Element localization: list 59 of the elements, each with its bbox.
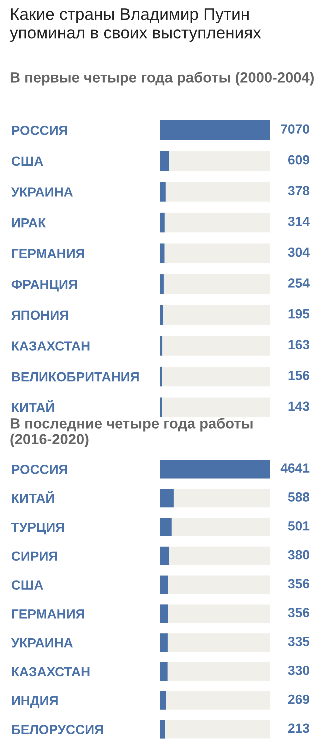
chart-subtitle: В последние четыре года работы (2016-2020) [10, 418, 253, 448]
bar [160, 518, 172, 536]
data-label: 269 [288, 694, 310, 704]
bar [160, 662, 168, 681]
bar [160, 604, 168, 624]
bar [160, 634, 168, 652]
data-label: 213 [288, 724, 310, 734]
y-tick-label: ЯПОНИЯ [12, 310, 68, 320]
bar [160, 489, 174, 508]
data-label: 356 [288, 608, 310, 618]
data-label: 588 [288, 492, 310, 502]
y-tick-label: УКРАИНА [11, 188, 74, 197]
data-label: 7070 [281, 124, 310, 134]
y-tick-label: КАЗАХСТАН [12, 667, 90, 677]
data-label: 609 [288, 155, 310, 165]
y-tick-label: США [12, 156, 44, 166]
y-tick-label: ВЕЛИКОБРИТАНИЯ [12, 372, 139, 382]
data-label: 378 [288, 186, 310, 196]
bar [160, 576, 168, 594]
y-tick-label: СИРИЯ [12, 552, 58, 562]
y-tick-label: РОССИЯ [12, 126, 68, 136]
y-tick-label: ИРАК [12, 218, 46, 228]
bar [160, 720, 166, 739]
data-label: 156 [288, 371, 310, 380]
data-label: 335 [288, 637, 310, 646]
data-label: 356 [288, 579, 310, 589]
y-tick-label: КИТАЙ [12, 491, 54, 504]
data-label: 380 [288, 550, 310, 560]
data-label: 195 [288, 309, 310, 319]
bar [160, 244, 165, 264]
data-label: 254 [288, 278, 310, 288]
bar [160, 151, 170, 172]
bar [160, 182, 166, 202]
bar [160, 546, 170, 566]
y-tick-label: РОССИЯ [12, 465, 68, 474]
data-label: 143 [288, 402, 310, 412]
data-label: 501 [288, 521, 310, 531]
bar [160, 274, 164, 294]
data-label: 163 [288, 340, 310, 350]
y-tick-label: КИТАЙ [12, 400, 54, 412]
bar [160, 336, 163, 356]
chart-subtitle: В первые четыре года работы (2000-2004) [10, 72, 314, 86]
y-tick-label: КАЗАХСТАН [12, 342, 90, 351]
y-tick-label: ФРАНЦИЯ [12, 280, 78, 292]
y-tick-label: УКРАИНА [11, 638, 74, 648]
data-label: 330 [288, 666, 310, 676]
bar [160, 691, 166, 710]
y-tick-label: США [12, 580, 44, 590]
y-tick-label: ГЕРМАНИЯ [12, 249, 84, 258]
y-tick-label: ГЕРМАНИЯ [12, 610, 84, 619]
bar [160, 305, 164, 326]
bar [160, 212, 165, 233]
data-label: 304 [288, 248, 310, 258]
chart-title: Какие страны Владимир Путин упоминал в своих выступлениях [10, 8, 262, 42]
y-tick-label: ИНДИЯ [12, 696, 58, 708]
data-label: 314 [288, 217, 310, 226]
y-tick-label: ТУРЦИЯ [12, 522, 64, 535]
y-tick-label: БЕЛОРУССИЯ [12, 725, 104, 734]
data-label: 4641 [280, 464, 310, 473]
